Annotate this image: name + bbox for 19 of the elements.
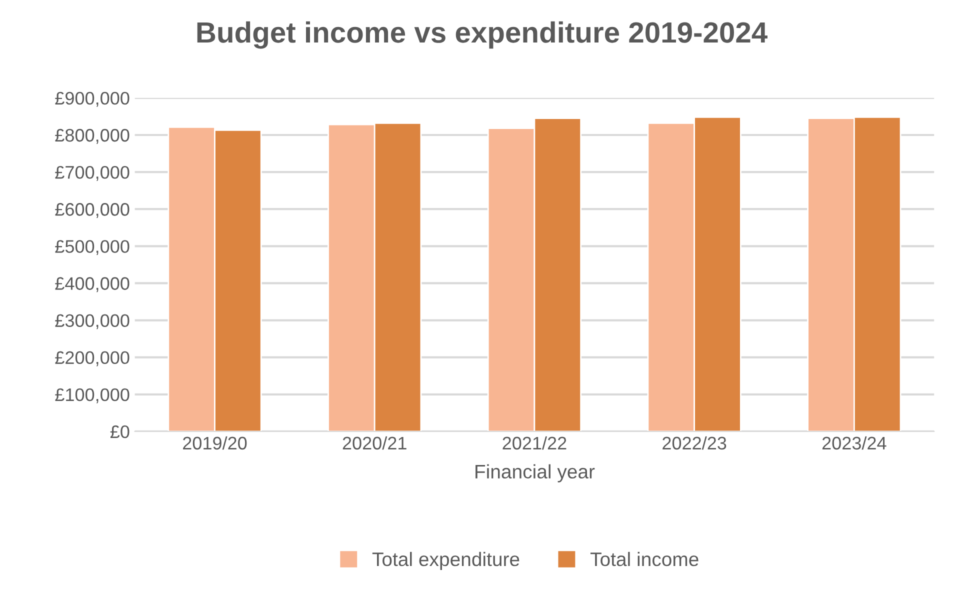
y-tick-label: £500,000 <box>55 240 130 256</box>
x-tick-label: 2020/21 <box>342 436 406 450</box>
y-tick-label: £100,000 <box>55 388 130 404</box>
y-tick-label: £0 <box>110 425 130 438</box>
y-tick-label: £900,000 <box>55 92 130 107</box>
x-tick-label: 2023/24 <box>822 436 886 450</box>
y-tick-label: £800,000 <box>55 128 130 144</box>
y-tick-label: £600,000 <box>55 203 130 218</box>
y-tick-label: £300,000 <box>55 314 130 330</box>
x-tick-label: 2022/23 <box>662 436 726 450</box>
x-tick-label: 2021/22 <box>502 436 566 450</box>
x-tick-label: 2019/20 <box>183 436 247 450</box>
y-tick-label: £200,000 <box>55 351 130 366</box>
x-axis-title: Financial year <box>476 464 595 482</box>
legend-label: Total income <box>590 552 698 566</box>
chart-title: Budget income vs expenditure 2019-2024 <box>197 21 768 49</box>
legend-label: Total expenditure <box>372 552 520 570</box>
y-tick-label: £700,000 <box>55 166 130 181</box>
y-tick-label: £400,000 <box>55 277 130 292</box>
